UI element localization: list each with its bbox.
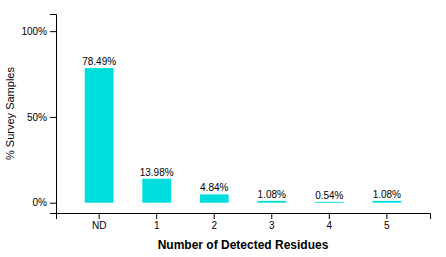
y-tick: 100%: [21, 26, 56, 37]
bar: [85, 68, 114, 203]
bar: [315, 201, 344, 203]
y-tick: 0%: [33, 197, 56, 208]
x-tick-mark: [271, 213, 272, 219]
data-label: 1.08%: [258, 189, 286, 200]
x-tick-label: 1: [154, 220, 160, 231]
y-tick-label: 0%: [33, 197, 48, 208]
bar: [142, 179, 171, 203]
x-tick: 1: [154, 213, 160, 231]
x-tick: 2: [211, 213, 217, 231]
x-tick: 3: [269, 213, 275, 231]
x-tick-mark: [99, 213, 100, 219]
data-label: 4.84%: [200, 182, 228, 193]
bar: [372, 201, 401, 203]
x-tick-mark: [214, 213, 215, 219]
plot: 78.49%13.98%4.84%1.08%0.54%1.08%ND123450…: [21, 15, 430, 232]
x-axis: ND 1 2 3 4 5: [57, 213, 431, 231]
y-tick-label: 100%: [21, 26, 47, 37]
x-axis-title: Number of Detected Residues: [158, 238, 329, 252]
x-tick: ND: [92, 213, 106, 231]
x-tick-label: 4: [327, 220, 333, 231]
x-axis-line: [57, 214, 431, 220]
y-axis-title: % Survey Samples: [4, 67, 16, 160]
bars: [85, 68, 401, 203]
data-label: 1.08%: [373, 189, 401, 200]
chart: 78.49%13.98%4.84%1.08%0.54%1.08%ND123450…: [0, 0, 446, 257]
x-tick-label: ND: [92, 220, 106, 231]
x-tick-label: 2: [211, 220, 217, 231]
y-axis: 0% 50% 100%: [21, 15, 56, 214]
x-tick: 4: [327, 213, 333, 231]
data-label: 13.98%: [140, 167, 174, 178]
y-tick-label: 50%: [27, 112, 47, 123]
y-tick: 50%: [27, 112, 56, 123]
x-tick-mark: [156, 213, 157, 219]
y-axis-line: [50, 15, 57, 214]
data-labels: 78.49% 13.98% 4.84% 1.08% 0.54% 1.08%: [82, 56, 401, 201]
x-tick: 5: [384, 213, 390, 231]
bar: [257, 201, 286, 203]
x-tick-mark: [329, 213, 330, 219]
data-label: 0.54%: [315, 190, 343, 201]
data-label: 78.49%: [82, 56, 116, 67]
y-tick-mark: [50, 203, 56, 204]
x-tick-label: 5: [384, 220, 390, 231]
x-tick-mark: [386, 213, 387, 219]
bar: [200, 194, 229, 202]
y-tick-mark: [50, 31, 56, 32]
y-tick-mark: [50, 117, 56, 118]
x-tick-label: 3: [269, 220, 275, 231]
